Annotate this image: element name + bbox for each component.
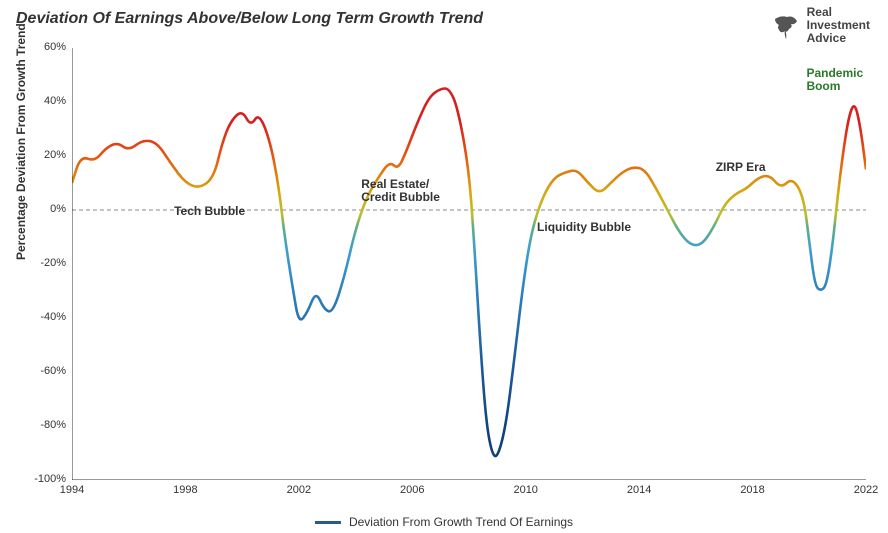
brand-logo: Real Investment Advice (771, 6, 870, 46)
x-tick-label: 2018 (733, 484, 773, 496)
legend-label: Deviation From Growth Trend Of Earnings (349, 515, 573, 529)
y-tick-label: -40% (22, 311, 66, 323)
chart-annotation: ZIRP Era (716, 161, 766, 174)
brand-line3: Advice (807, 32, 870, 45)
x-tick-label: 1998 (165, 484, 205, 496)
y-tick-label: 20% (22, 149, 66, 161)
earnings-deviation-line (72, 89, 866, 457)
x-tick-label: 2006 (392, 484, 432, 496)
chart-title: Deviation Of Earnings Above/Below Long T… (16, 10, 483, 28)
eagle-icon (771, 11, 801, 41)
x-tick-label: 1994 (52, 484, 92, 496)
y-tick-label: 60% (22, 41, 66, 53)
y-tick-label: -80% (22, 419, 66, 431)
x-tick-label: 2014 (619, 484, 659, 496)
y-tick-label: -20% (22, 257, 66, 269)
y-axis-label: Percentage Deviation From Growth Trend (14, 23, 28, 260)
y-tick-label: -60% (22, 365, 66, 377)
chart-annotation: Liquidity Bubble (537, 221, 631, 234)
chart-legend: Deviation From Growth Trend Of Earnings (315, 515, 573, 529)
chart-annotation: Tech Bubble (174, 205, 245, 218)
x-tick-label: 2022 (846, 484, 886, 496)
x-tick-label: 2002 (279, 484, 319, 496)
chart-annotation: PandemicBoom (806, 67, 863, 93)
y-tick-label: 0% (22, 203, 66, 215)
chart-plot (72, 48, 866, 480)
y-tick-label: 40% (22, 95, 66, 107)
legend-swatch (315, 521, 341, 524)
x-tick-label: 2010 (506, 484, 546, 496)
chart-annotation: Real Estate/Credit Bubble (361, 178, 440, 204)
